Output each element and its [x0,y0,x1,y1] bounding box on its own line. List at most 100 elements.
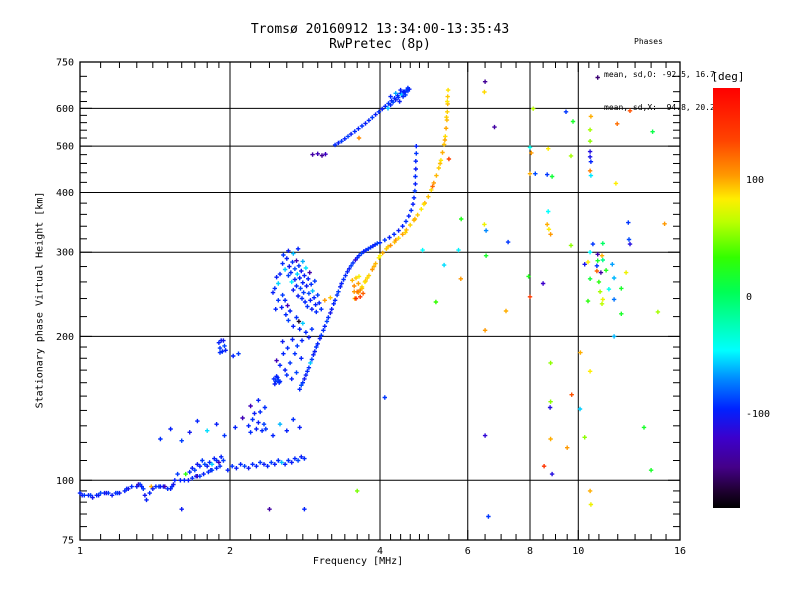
data-point [610,262,615,267]
data-point [328,295,333,300]
data-point [531,106,536,111]
data-point [303,330,309,335]
data-point [295,458,301,463]
data-point [390,100,396,105]
y-tick-label: 100 [56,476,74,487]
data-point [440,150,445,155]
data-point [272,286,277,291]
data-point [588,159,594,164]
colorbar-tick-label: 0 [746,292,753,303]
data-point [356,281,361,286]
data-point [388,243,393,248]
data-point [297,327,302,332]
data-point [220,349,225,354]
data-point [230,464,235,469]
phases-heading: Phases [634,37,663,46]
data-point [345,134,351,139]
data-point [282,267,288,272]
data-point [223,348,228,353]
data-point [385,106,391,111]
data-point [303,265,309,271]
data-point [626,220,631,225]
data-point [302,299,308,305]
data-point [442,137,448,143]
data-point [236,351,241,356]
data-point [276,281,281,286]
data-point [482,79,488,84]
data-point [368,245,373,250]
data-point [231,353,236,359]
data-point [129,484,134,489]
data-point [611,275,617,281]
data-point [365,275,370,281]
data-point [271,376,277,382]
y-axis-title: Stationary phase Virtual Height [km] [34,191,46,409]
data-point [599,253,605,258]
data-point [391,232,397,237]
data-point [90,495,95,500]
data-point [282,462,288,467]
data-point [527,171,533,176]
data-point [662,221,667,226]
data-point [350,260,356,266]
data-point [403,219,409,224]
data-point [483,228,489,233]
phases-x-mode: mean, sd,X: 94.8, 20.2 [604,103,715,112]
data-point [356,274,362,279]
data-point [279,460,284,465]
data-point [306,276,311,281]
plot-title: Tromsø 20160912 13:34:00-13:35:43 [250,22,510,37]
data-point [413,174,418,179]
y-tick-label: 300 [56,248,74,259]
data-point [186,478,191,483]
data-point [492,124,497,130]
data-point [400,94,406,99]
data-point [482,222,487,227]
data-point [627,241,633,247]
data-point [290,337,295,342]
data-point [570,119,576,124]
data-point [336,140,341,146]
data-point [301,290,306,295]
data-point [595,252,600,257]
data-point [406,213,411,219]
data-point [187,430,192,435]
data-point [267,507,272,512]
data-point [588,173,594,178]
data-point [587,168,593,173]
data-point [388,102,393,108]
data-point [655,309,661,315]
data-point [398,87,403,93]
data-point [250,417,255,422]
data-point [382,395,387,400]
data-point [281,351,286,356]
data-point [242,464,247,469]
data-point [548,399,553,404]
data-point [77,490,83,496]
data-point [192,468,197,473]
data-point [305,304,310,309]
data-point [214,422,219,427]
data-point [347,266,352,271]
plot-subtitle: RwPretec (8p) [329,37,431,52]
colorbar-tick-label: 100 [746,175,765,187]
data-point [445,109,450,114]
data-point [623,270,629,275]
data-point [292,456,298,461]
data-point [261,422,267,427]
data-point [306,335,312,340]
data-point [426,194,431,199]
data-point [287,360,293,366]
data-point [366,273,372,278]
data-point [415,212,420,218]
data-point [207,460,212,465]
data-point [577,406,583,412]
data-point [212,456,217,461]
data-point [375,241,380,246]
data-point [299,383,304,388]
data-point [291,417,296,422]
data-point [175,471,180,477]
data-point [569,392,574,397]
data-point [317,300,322,306]
